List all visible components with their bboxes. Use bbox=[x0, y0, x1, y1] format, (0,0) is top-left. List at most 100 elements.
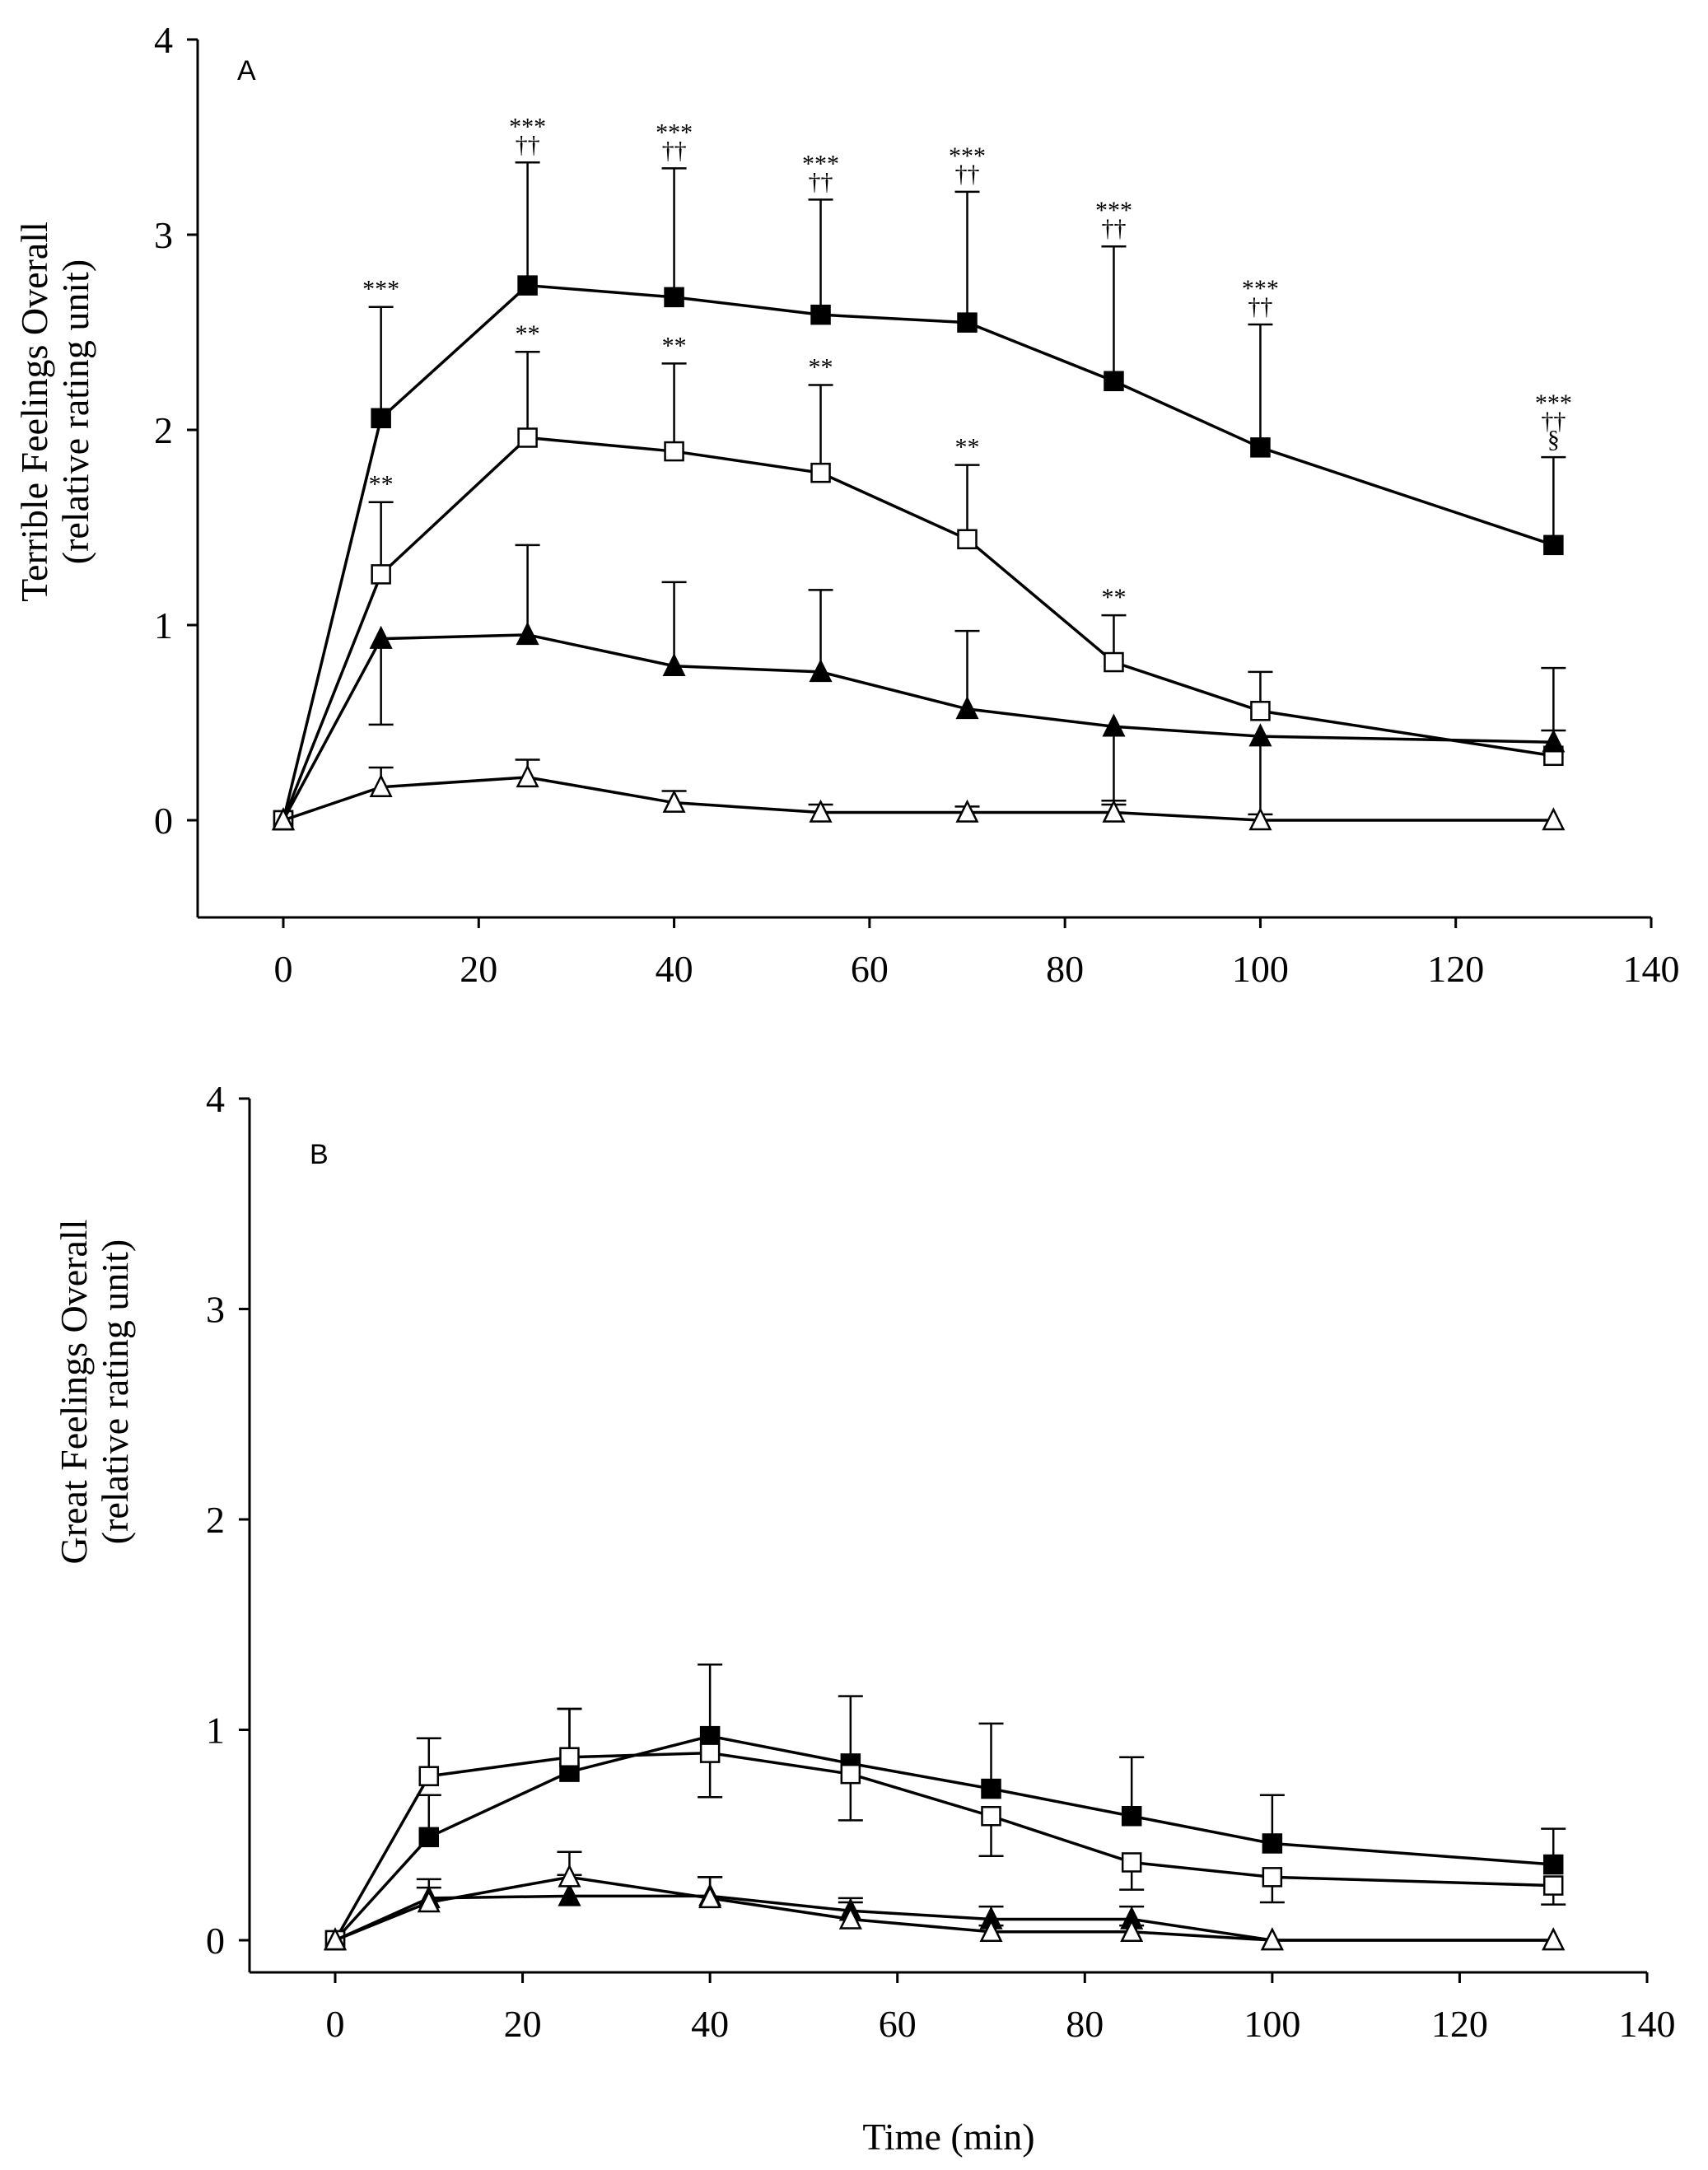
data-point bbox=[1102, 799, 1126, 823]
y-tick-label: 0 bbox=[206, 1920, 225, 1962]
x-tick-label: 120 bbox=[1427, 948, 1484, 990]
data-point bbox=[418, 1766, 440, 1786]
x-tick-label: 100 bbox=[1244, 2003, 1300, 2045]
data-point bbox=[369, 625, 393, 649]
x-tick-label: 0 bbox=[326, 2003, 345, 2045]
data-point bbox=[810, 462, 831, 483]
y-axis-title: Great Feelings Overall(relative rating u… bbox=[53, 1220, 136, 1565]
data-point bbox=[1542, 807, 1566, 831]
significance-annotation: †† bbox=[516, 131, 540, 158]
y-tick-label: 0 bbox=[154, 800, 173, 842]
x-axis-title: Time (min) bbox=[862, 2116, 1034, 2158]
y-tick-label: 2 bbox=[206, 1499, 225, 1541]
data-point bbox=[1542, 1875, 1564, 1896]
panel-label: A bbox=[237, 55, 256, 86]
significance-annotation: †† bbox=[1541, 408, 1566, 435]
data-point bbox=[1248, 807, 1272, 831]
data-point bbox=[809, 799, 833, 823]
data-point bbox=[840, 1763, 861, 1785]
data-point bbox=[323, 1927, 348, 1951]
significance-annotation: ** bbox=[662, 332, 687, 359]
y-tick-label: 3 bbox=[154, 214, 173, 256]
data-point bbox=[957, 529, 978, 549]
x-tick-label: 40 bbox=[656, 948, 693, 990]
data-point bbox=[558, 1883, 581, 1906]
significance-annotation: ** bbox=[516, 320, 540, 348]
y-tick-label: 2 bbox=[154, 409, 173, 451]
data-point bbox=[1104, 371, 1124, 391]
series-filled-square bbox=[273, 161, 1566, 831]
data-point bbox=[662, 652, 686, 677]
data-point bbox=[371, 408, 391, 429]
data-point bbox=[559, 1747, 580, 1767]
data-point bbox=[957, 312, 978, 333]
significance-annotation: ** bbox=[369, 471, 394, 498]
significance-annotation: *** bbox=[1242, 275, 1279, 302]
series-filled-square bbox=[324, 1664, 1566, 1951]
y-axis-title-line: (relative rating unit) bbox=[54, 259, 96, 564]
series-open-square bbox=[273, 350, 1566, 831]
data-point bbox=[1121, 1806, 1142, 1827]
significance-annotation: *** bbox=[362, 276, 399, 303]
x-tick-label: 140 bbox=[1619, 2003, 1676, 2045]
significance-annotation: *** bbox=[1535, 390, 1572, 417]
x-tick-label: 40 bbox=[691, 2003, 729, 2045]
y-axis-title-line: (relative rating unit) bbox=[94, 1239, 136, 1544]
significance-annotation: *** bbox=[802, 150, 839, 177]
x-tick-label: 100 bbox=[1232, 948, 1289, 990]
y-tick-label: 4 bbox=[154, 19, 173, 61]
data-point bbox=[955, 799, 979, 823]
significance-annotation: ** bbox=[809, 353, 833, 380]
data-point bbox=[371, 564, 391, 585]
x-tick-label: 140 bbox=[1623, 948, 1680, 990]
data-point bbox=[517, 275, 538, 296]
significance-annotation: *** bbox=[656, 119, 693, 146]
data-point bbox=[271, 807, 296, 831]
data-point bbox=[955, 696, 979, 720]
x-tick-label: 80 bbox=[1046, 948, 1084, 990]
significance-annotation: *** bbox=[509, 113, 546, 140]
data-point bbox=[662, 789, 686, 813]
y-tick-label: 1 bbox=[154, 604, 173, 646]
significance-annotation: †† bbox=[1248, 293, 1272, 320]
significance-annotation: *** bbox=[1095, 197, 1132, 224]
data-point bbox=[1250, 701, 1271, 721]
data-point bbox=[517, 427, 538, 448]
x-tick-label: 0 bbox=[274, 948, 293, 990]
data-point bbox=[809, 659, 833, 683]
data-point bbox=[1262, 1867, 1283, 1888]
data-point bbox=[1102, 713, 1126, 737]
data-point bbox=[699, 1743, 721, 1763]
data-point bbox=[810, 304, 831, 325]
y-tick-label: 4 bbox=[206, 1078, 225, 1120]
y-axis-title: Terrible Feelings Overall(relative ratin… bbox=[13, 222, 96, 602]
data-point bbox=[1120, 1918, 1144, 1943]
x-tick-label: 60 bbox=[879, 2003, 917, 2045]
panel-label: B bbox=[310, 1139, 329, 1170]
data-point bbox=[1250, 437, 1271, 458]
series-open-square bbox=[324, 1707, 1566, 1951]
significance-annotation: †† bbox=[662, 137, 687, 164]
data-point bbox=[664, 441, 684, 462]
significance-annotation: ** bbox=[955, 434, 980, 461]
data-point bbox=[1262, 1833, 1283, 1854]
series-open-triangle bbox=[323, 1850, 1566, 1951]
x-tick-label: 20 bbox=[504, 2003, 542, 2045]
y-axis-title-line: Great Feelings Overall bbox=[53, 1220, 95, 1565]
significance-annotation: †† bbox=[809, 168, 833, 195]
data-point bbox=[699, 1725, 721, 1747]
data-point bbox=[1104, 651, 1124, 673]
significance-annotation: *** bbox=[949, 142, 986, 170]
data-point bbox=[369, 773, 393, 797]
data-point bbox=[1260, 1927, 1284, 1951]
data-point bbox=[698, 1885, 722, 1909]
data-point bbox=[1248, 723, 1272, 747]
data-point bbox=[558, 1864, 581, 1888]
data-point bbox=[664, 287, 684, 308]
significance-annotation: †† bbox=[1101, 215, 1126, 242]
data-point bbox=[516, 764, 539, 788]
data-point bbox=[1543, 534, 1564, 556]
